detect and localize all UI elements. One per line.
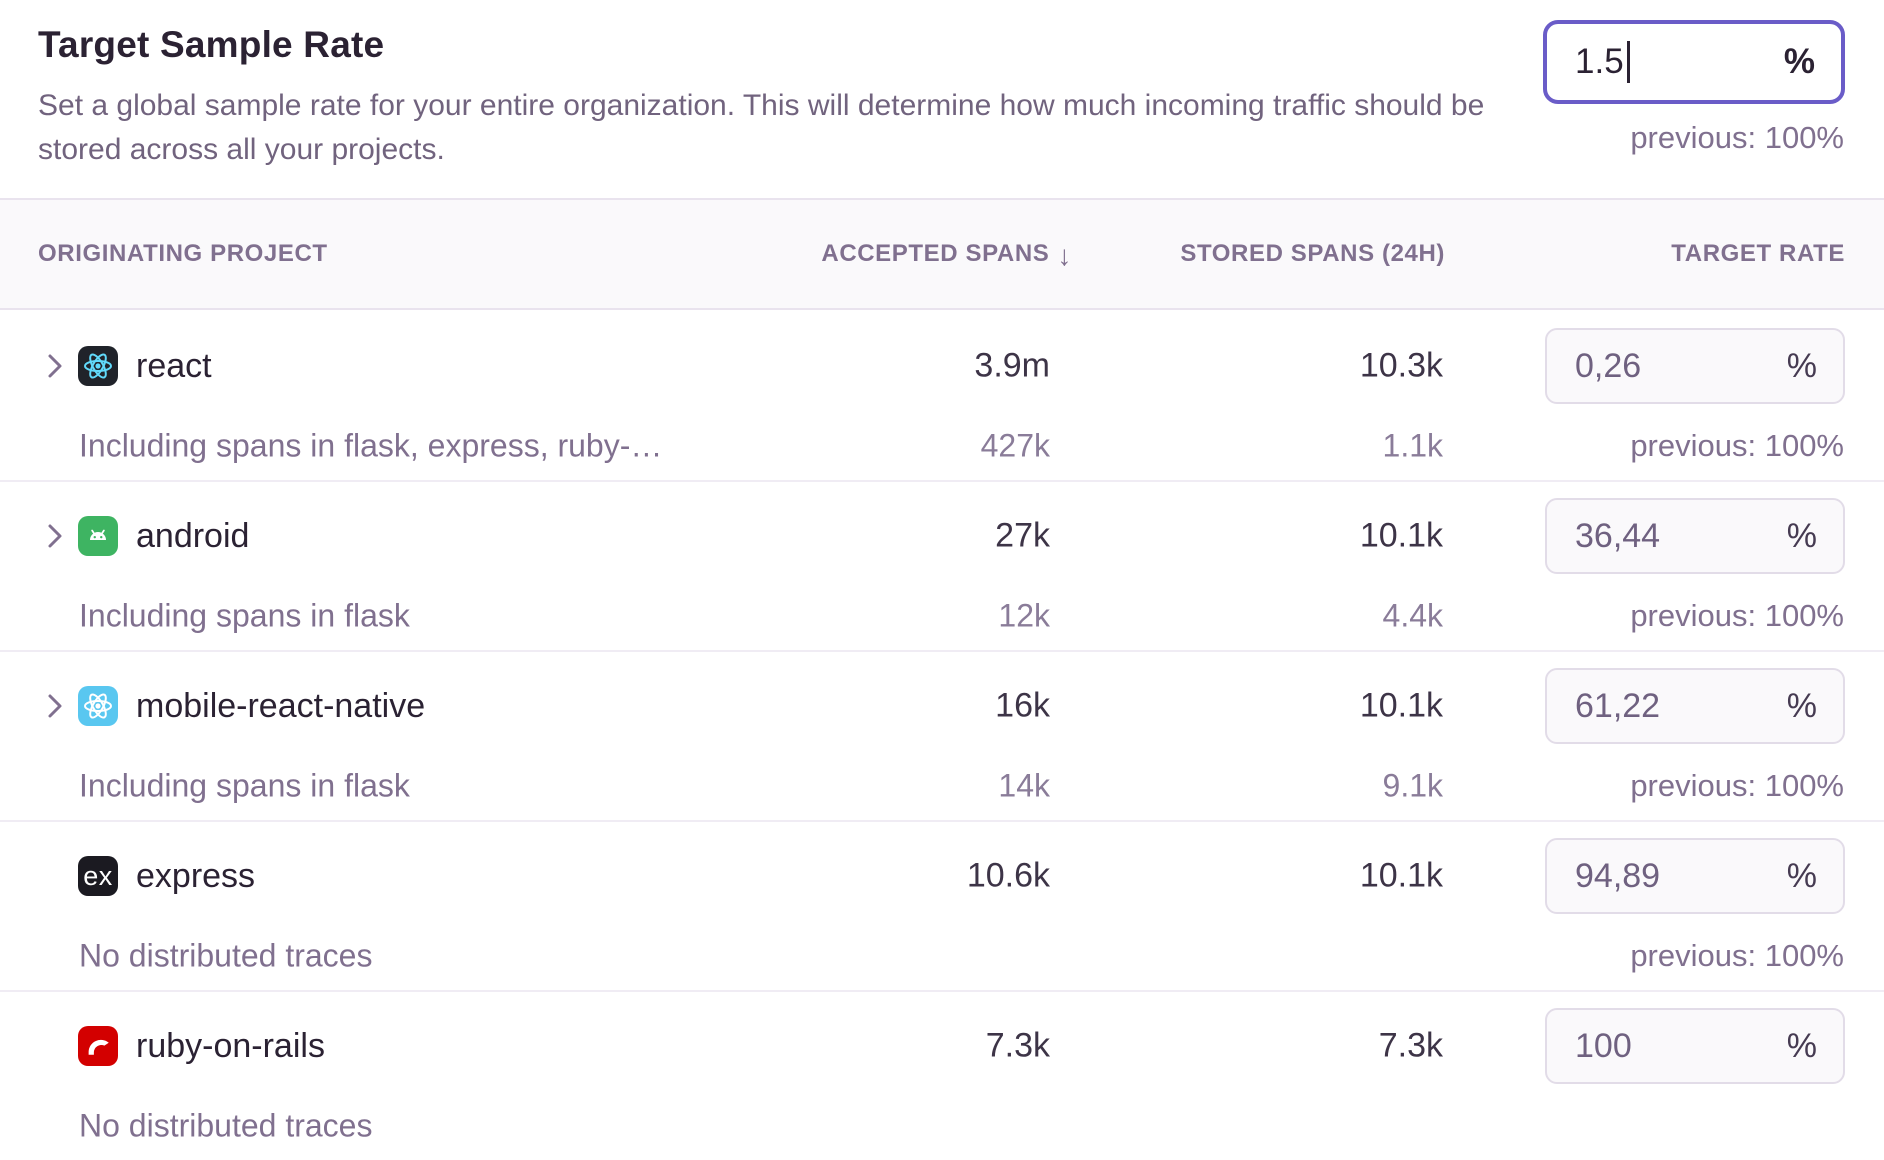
sub-stored-spans-value: 4.4k: [1382, 597, 1443, 634]
target-rate-input[interactable]: 94,89 %: [1545, 838, 1845, 914]
target-rate-value: 36,44: [1575, 516, 1661, 555]
percent-suffix: %: [1783, 42, 1815, 81]
row-sub-line: Including spans in flask, express, ruby-…: [0, 420, 1884, 472]
react-project-icon: [78, 346, 118, 386]
expand-chevron-icon[interactable]: [44, 692, 66, 720]
stored-spans-value: 10.1k: [1359, 856, 1443, 895]
previous-rate-label: previous: 100%: [1630, 428, 1844, 463]
sub-accepted-spans-value: 12k: [998, 597, 1050, 634]
section-description: Set a global sample rate for your entire…: [38, 89, 1485, 166]
chevron-spacer: [44, 862, 66, 890]
column-accepted-spans[interactable]: ACCEPTED SPANS ↓: [821, 238, 1072, 271]
percent-suffix: %: [1786, 856, 1817, 895]
distributed-traces-label: Including spans in flask: [79, 767, 410, 804]
row-main-line: android 27k 10.1k 36,44 %: [0, 482, 1884, 590]
table-row: react 3.9m 10.3k 0,26 % Including spans …: [0, 312, 1884, 482]
project-name: mobile-react-native: [136, 686, 426, 725]
accepted-spans-value: 3.9m: [974, 346, 1050, 385]
stored-spans-value: 7.3k: [1378, 1026, 1443, 1065]
distributed-traces-label: Including spans in flask: [79, 597, 410, 634]
previous-rate-label: previous: 100%: [1630, 768, 1844, 803]
target-rate-input[interactable]: 100 %: [1545, 1008, 1845, 1084]
sub-stored-spans-value: 1.1k: [1382, 427, 1443, 464]
row-main-line: ex express 10.6k 10.1k 94,89 %: [0, 822, 1884, 930]
project-name: express: [136, 856, 256, 895]
row-main-line: ruby-on-rails 7.3k 7.3k 100 %: [0, 992, 1884, 1100]
accepted-spans-value: 7.3k: [985, 1026, 1050, 1065]
target-rate-input[interactable]: 0,26 %: [1545, 328, 1845, 404]
target-rate-input[interactable]: 61,22 %: [1545, 668, 1845, 744]
project-name: ruby-on-rails: [136, 1026, 325, 1065]
accepted-spans-value: 10.6k: [966, 856, 1050, 895]
accepted-spans-value: 16k: [995, 686, 1050, 725]
row-sub-line: Including spans in flask 12k 4.4k previo…: [0, 590, 1884, 642]
sub-accepted-spans-value: 427k: [980, 427, 1050, 464]
text-caret: [1626, 41, 1630, 83]
project-name: android: [136, 516, 250, 555]
column-target-rate: TARGET RATE: [1671, 240, 1845, 267]
row-main-line: react 3.9m 10.3k 0,26 %: [0, 312, 1884, 420]
section-title: Target Sample Rate: [38, 24, 385, 65]
percent-suffix: %: [1786, 516, 1817, 555]
chevron-spacer: [44, 1032, 66, 1060]
expand-chevron-icon[interactable]: [44, 522, 66, 550]
row-sub-line: Including spans in flask 14k 9.1k previo…: [0, 760, 1884, 812]
express-project-icon: ex: [78, 856, 118, 896]
percent-suffix: %: [1786, 346, 1817, 385]
table-row: ruby-on-rails 7.3k 7.3k 100 % No distrib…: [0, 992, 1884, 1160]
expand-chevron-icon[interactable]: [44, 352, 66, 380]
stored-spans-value: 10.1k: [1359, 516, 1443, 555]
percent-suffix: %: [1786, 1026, 1817, 1065]
accepted-spans-value: 27k: [995, 516, 1050, 555]
android-project-icon: [78, 516, 118, 556]
project-name: react: [136, 346, 212, 385]
global-previous-rate-label: previous: 100%: [1630, 120, 1844, 155]
previous-rate-label: previous: 100%: [1630, 938, 1844, 973]
target-rate-value: 100: [1575, 1026, 1632, 1065]
target-rate-value: 94,89: [1575, 856, 1661, 895]
sub-accepted-spans-value: 14k: [998, 767, 1050, 804]
row-sub-line: No distributed traces: [0, 1100, 1884, 1152]
distributed-traces-label: No distributed traces: [79, 937, 373, 974]
row-main-line: mobile-react-native 16k 10.1k 61,22 %: [0, 652, 1884, 760]
target-sample-rate-section: Target Sample Rate Set a global sample r…: [0, 0, 1884, 310]
column-accepted-spans-label: ACCEPTED SPANS: [821, 240, 1050, 267]
previous-rate-label: previous: 100%: [1630, 598, 1844, 633]
stored-spans-value: 10.1k: [1359, 686, 1443, 725]
row-sub-line: No distributed traces previous: 100%: [0, 930, 1884, 982]
table-row: ex express 10.6k 10.1k 94,89 % No distri…: [0, 822, 1884, 992]
global-sample-rate-input[interactable]: 1.5 %: [1543, 20, 1845, 104]
percent-suffix: %: [1786, 686, 1817, 725]
target-rate-input[interactable]: 36,44 %: [1545, 498, 1845, 574]
distributed-traces-label: No distributed traces: [79, 1107, 373, 1144]
react-native-project-icon: [78, 686, 118, 726]
distributed-traces-label: Including spans in flask, express, ruby-…: [79, 427, 663, 464]
project-rows: react 3.9m 10.3k 0,26 % Including spans …: [0, 312, 1884, 1160]
column-stored-spans: STORED SPANS (24H): [1180, 240, 1445, 267]
table-row: mobile-react-native 16k 10.1k 61,22 % In…: [0, 652, 1884, 822]
column-originating-project: ORIGINATING PROJECT: [38, 240, 328, 267]
stored-spans-value: 10.3k: [1359, 346, 1443, 385]
table-header: ORIGINATING PROJECT ACCEPTED SPANS ↓ STO…: [0, 198, 1884, 310]
sort-arrow-down-icon: ↓: [1057, 240, 1072, 271]
target-rate-value: 61,22: [1575, 686, 1661, 725]
global-sample-rate-value: 1.5: [1575, 42, 1624, 81]
target-rate-value: 0,26: [1575, 346, 1642, 385]
sub-stored-spans-value: 9.1k: [1382, 767, 1443, 804]
rails-project-icon: [78, 1026, 118, 1066]
table-row: android 27k 10.1k 36,44 % Including span…: [0, 482, 1884, 652]
